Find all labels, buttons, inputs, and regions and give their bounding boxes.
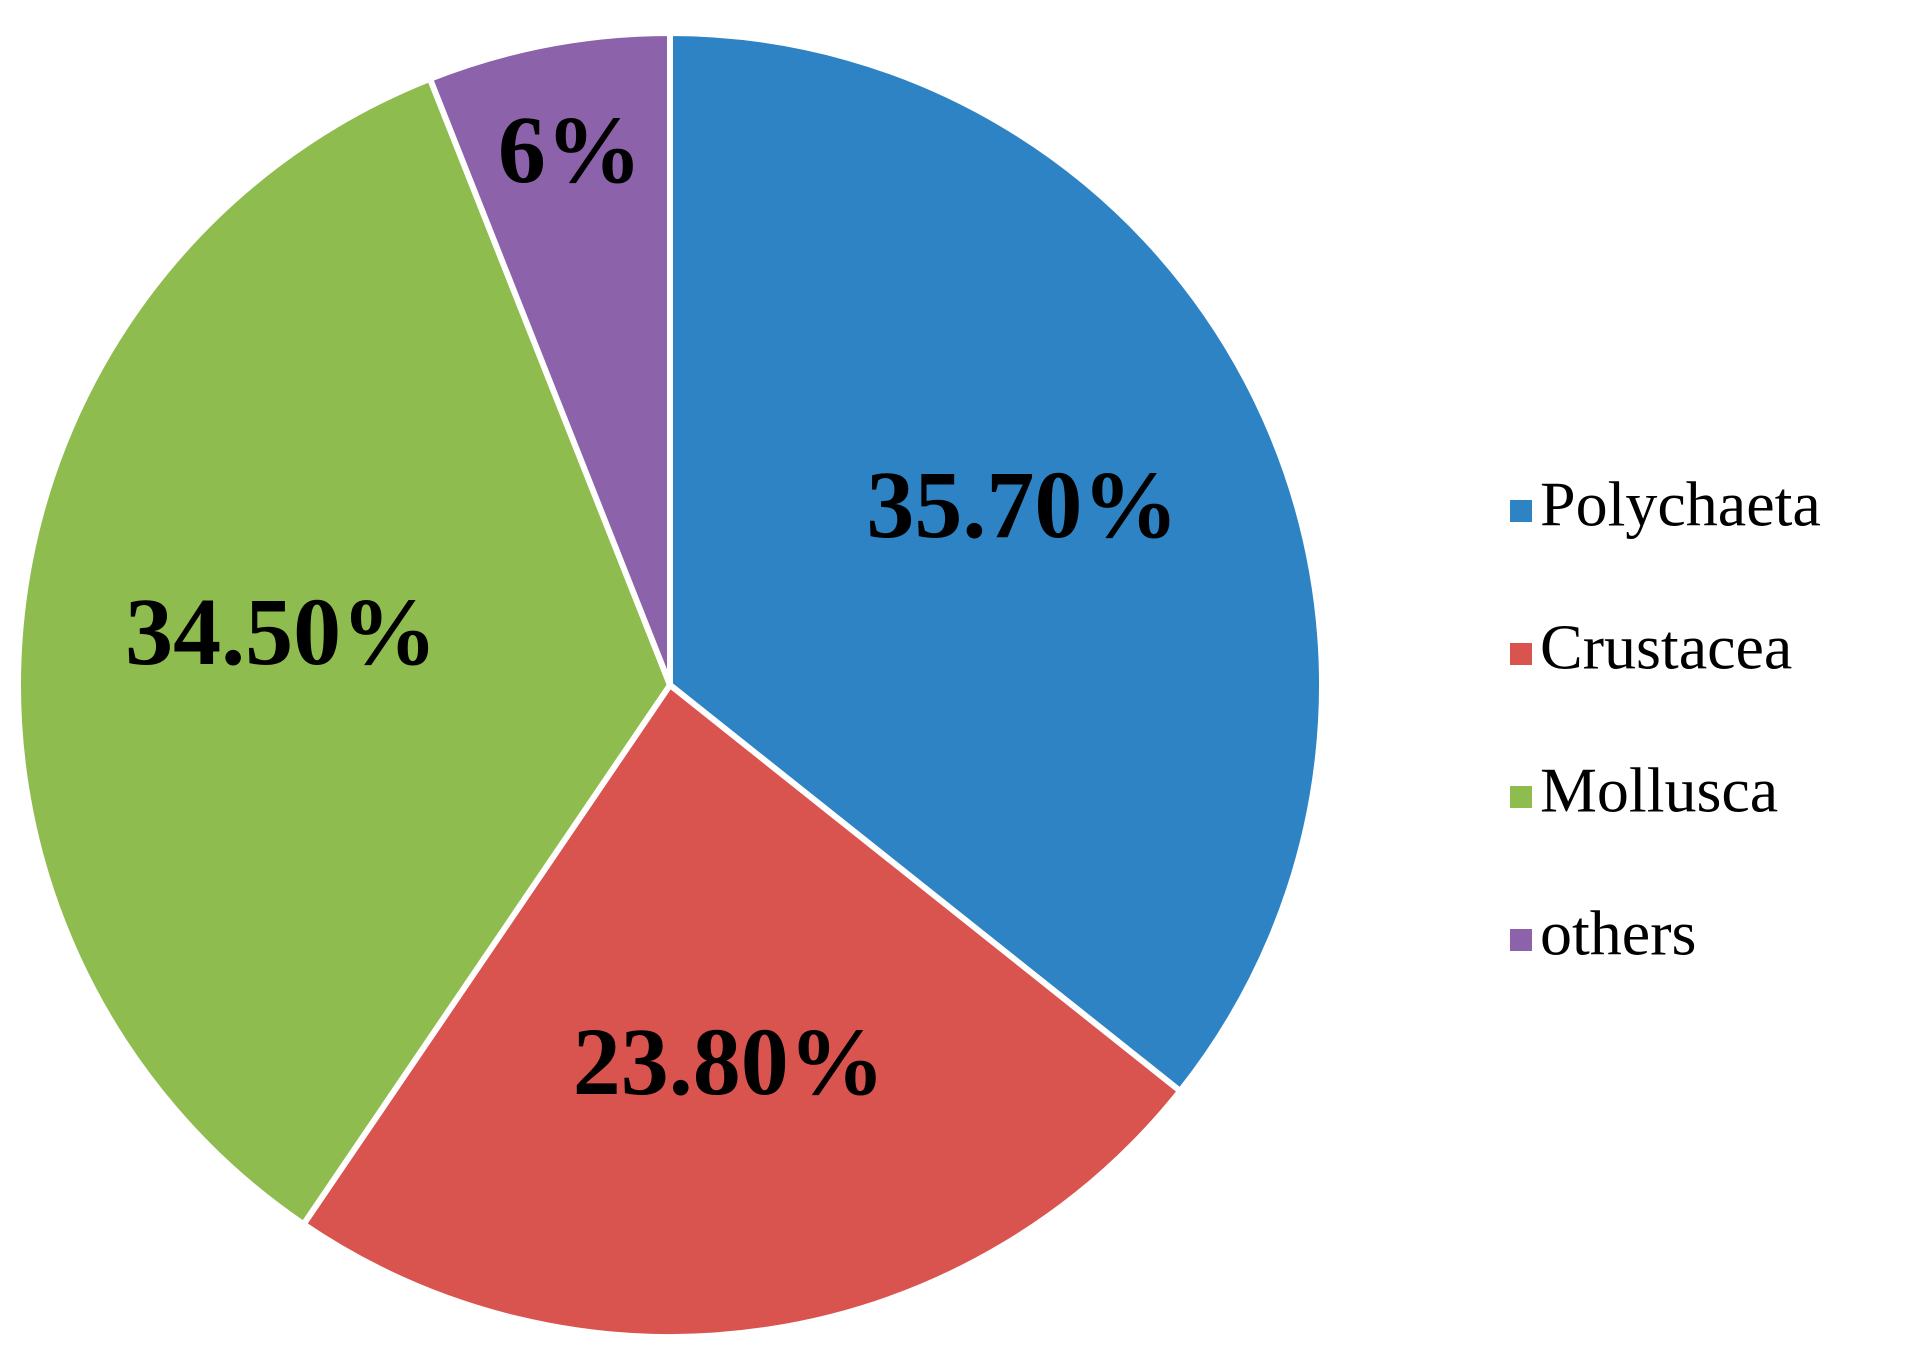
pie-slice [300, 682, 1184, 1340]
legend-label: Polychaeta [1540, 469, 1821, 540]
data-label: 34.50% [125, 578, 437, 685]
legend-swatch [1510, 929, 1532, 951]
legend-swatch [1510, 500, 1532, 522]
legend-swatch [1510, 643, 1532, 665]
legend-swatch [1510, 786, 1532, 808]
data-label: 35.70% [866, 451, 1178, 558]
pie-slice [15, 75, 673, 1228]
legend-label: others [1540, 898, 1696, 969]
legend-label: Crustacea [1540, 612, 1792, 683]
pie-slice [667, 30, 1325, 1095]
pie-slice [426, 30, 673, 688]
legend-label: Mollusca [1540, 755, 1778, 826]
data-label: 23.80% [573, 1008, 885, 1115]
data-label: 6% [498, 96, 642, 203]
